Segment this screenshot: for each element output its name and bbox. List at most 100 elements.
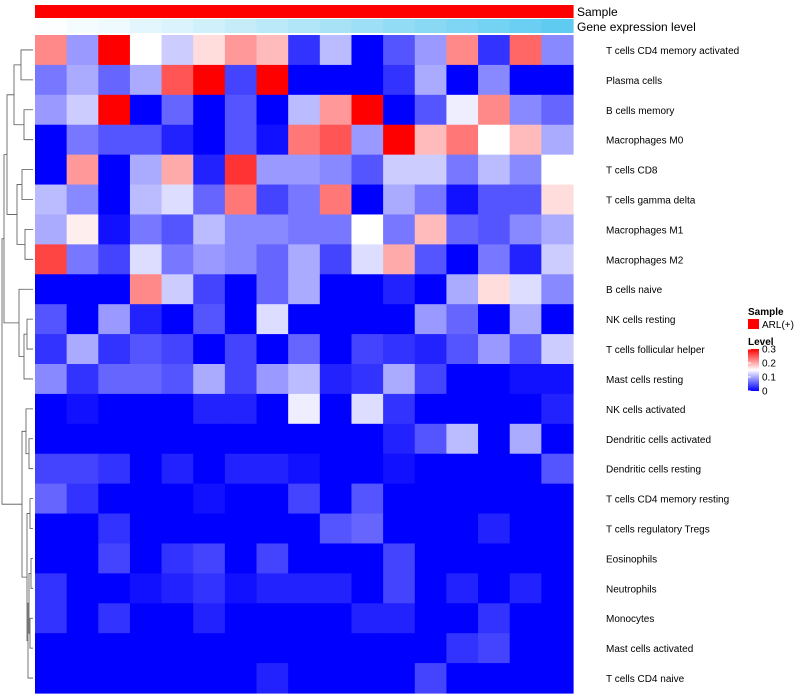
- heatmap-cell: [351, 124, 384, 156]
- sample-annotation-cell: [509, 5, 542, 18]
- heatmap-cell: [161, 304, 194, 335]
- heatmap-cell: [383, 543, 416, 574]
- row-label: Mast cells resting: [606, 375, 683, 386]
- heatmap-cell: [35, 64, 68, 96]
- sample-annotation-cell: [351, 5, 384, 18]
- heatmap-cell: [541, 513, 574, 545]
- heatmap-cell: [256, 453, 289, 485]
- heatmap-cell: [35, 35, 68, 66]
- heatmap-cell: [478, 633, 511, 664]
- heatmap-cell: [541, 124, 574, 156]
- heatmap-cell: [193, 35, 226, 66]
- heatmap-cell: [98, 94, 131, 126]
- heatmap-cell: [478, 214, 511, 245]
- level-tick-label: 0.1: [762, 373, 776, 384]
- heatmap-cell: [509, 244, 542, 275]
- heatmap-cell: [319, 184, 353, 216]
- heatmap-cell: [288, 334, 321, 365]
- heatmap-cell: [446, 214, 479, 245]
- sample-annotation-cell: [383, 5, 416, 18]
- heatmap-cell: [161, 124, 194, 156]
- gene-expression-annotation-cell: [256, 19, 289, 33]
- heatmap-cell: [66, 543, 99, 574]
- heatmap-cell: [414, 124, 448, 156]
- heatmap-cell: [35, 573, 68, 604]
- heatmap-cell: [288, 184, 321, 216]
- heatmap-cell: [509, 633, 542, 664]
- heatmap-cell: [541, 304, 574, 335]
- heatmap-cell: [224, 453, 258, 485]
- heatmap-cell: [35, 393, 68, 425]
- heatmap-cell: [351, 573, 384, 604]
- heatmap-cell: [193, 393, 226, 425]
- heatmap-cell: [478, 513, 511, 545]
- heatmap-cell: [383, 364, 416, 395]
- heatmap-cell: [224, 214, 258, 245]
- heatmap-cell: [288, 244, 321, 275]
- heatmap-cell: [35, 94, 68, 126]
- heatmap-cell: [129, 334, 163, 365]
- heatmap-cell: [351, 483, 384, 515]
- row-label: T cells gamma delta: [606, 196, 696, 207]
- heatmap-cell: [319, 483, 353, 515]
- heatmap-cell: [288, 453, 321, 485]
- heatmap-cell: [66, 124, 99, 156]
- heatmap-cell: [446, 304, 479, 335]
- heatmap-cell: [224, 184, 258, 216]
- heatmap-cell: [541, 184, 574, 216]
- heatmap-cell: [288, 393, 321, 425]
- heatmap-cell: [224, 364, 258, 395]
- heatmap-cell: [446, 94, 479, 126]
- heatmap-cell: [161, 154, 194, 186]
- level-tick-label: 0: [762, 387, 768, 398]
- heatmap-cell: [446, 423, 479, 455]
- heatmap-cell: [224, 633, 258, 664]
- heatmap-cell: [541, 334, 574, 365]
- heatmap-cell: [414, 214, 448, 245]
- heatmap-cell: [414, 64, 448, 96]
- heatmap-cell: [446, 513, 479, 545]
- heatmap-cell: [288, 364, 321, 395]
- heatmap-cell: [256, 603, 289, 634]
- heatmap-cell: [414, 274, 448, 305]
- heatmap-cell: [256, 154, 289, 186]
- heatmap-cell: [35, 423, 68, 455]
- heatmap-cell: [509, 124, 542, 156]
- heatmap-cell: [509, 573, 542, 604]
- heatmap-cell: [478, 603, 511, 634]
- heatmap-cell: [193, 573, 226, 604]
- heatmap-cell: [288, 64, 321, 96]
- heatmap-cell: [256, 543, 289, 574]
- level-tick-label: 0.2: [762, 359, 776, 370]
- heatmap-cell: [98, 663, 131, 694]
- heatmap-cell: [256, 184, 289, 216]
- heatmap-cell: [193, 663, 226, 694]
- heatmap-cell: [351, 423, 384, 455]
- heatmap-cell: [161, 244, 194, 275]
- heatmap-cell: [509, 274, 542, 305]
- heatmap-cell: [129, 573, 163, 604]
- heatmap-cell: [98, 483, 131, 515]
- gene-expression-annotation-cell: [351, 19, 384, 33]
- heatmap-cell: [256, 244, 289, 275]
- heatmap-cell: [541, 453, 574, 485]
- heatmap-cell: [446, 334, 479, 365]
- heatmap-cell: [256, 393, 289, 425]
- gene-expression-annotation-cell: [383, 19, 416, 33]
- gene-expression-annotation-cell: [98, 19, 131, 33]
- heatmap-cell: [446, 603, 479, 634]
- heatmap-cell: [319, 663, 353, 694]
- heatmap-cell: [129, 184, 163, 216]
- sample-annotation-cell: [66, 5, 99, 18]
- sample-annotation-cell: [319, 5, 353, 18]
- heatmap-cell: [256, 573, 289, 604]
- heatmap-cell: [98, 64, 131, 96]
- heatmap-cell: [541, 274, 574, 305]
- heatmap-cells: [35, 35, 574, 694]
- sample-annotation-cell: [414, 5, 448, 18]
- heatmap-cell: [35, 513, 68, 545]
- heatmap-cell: [129, 633, 163, 664]
- gene-expression-annotation-cell: [129, 19, 163, 33]
- heatmap-cell: [319, 94, 353, 126]
- heatmap-cell: [383, 124, 416, 156]
